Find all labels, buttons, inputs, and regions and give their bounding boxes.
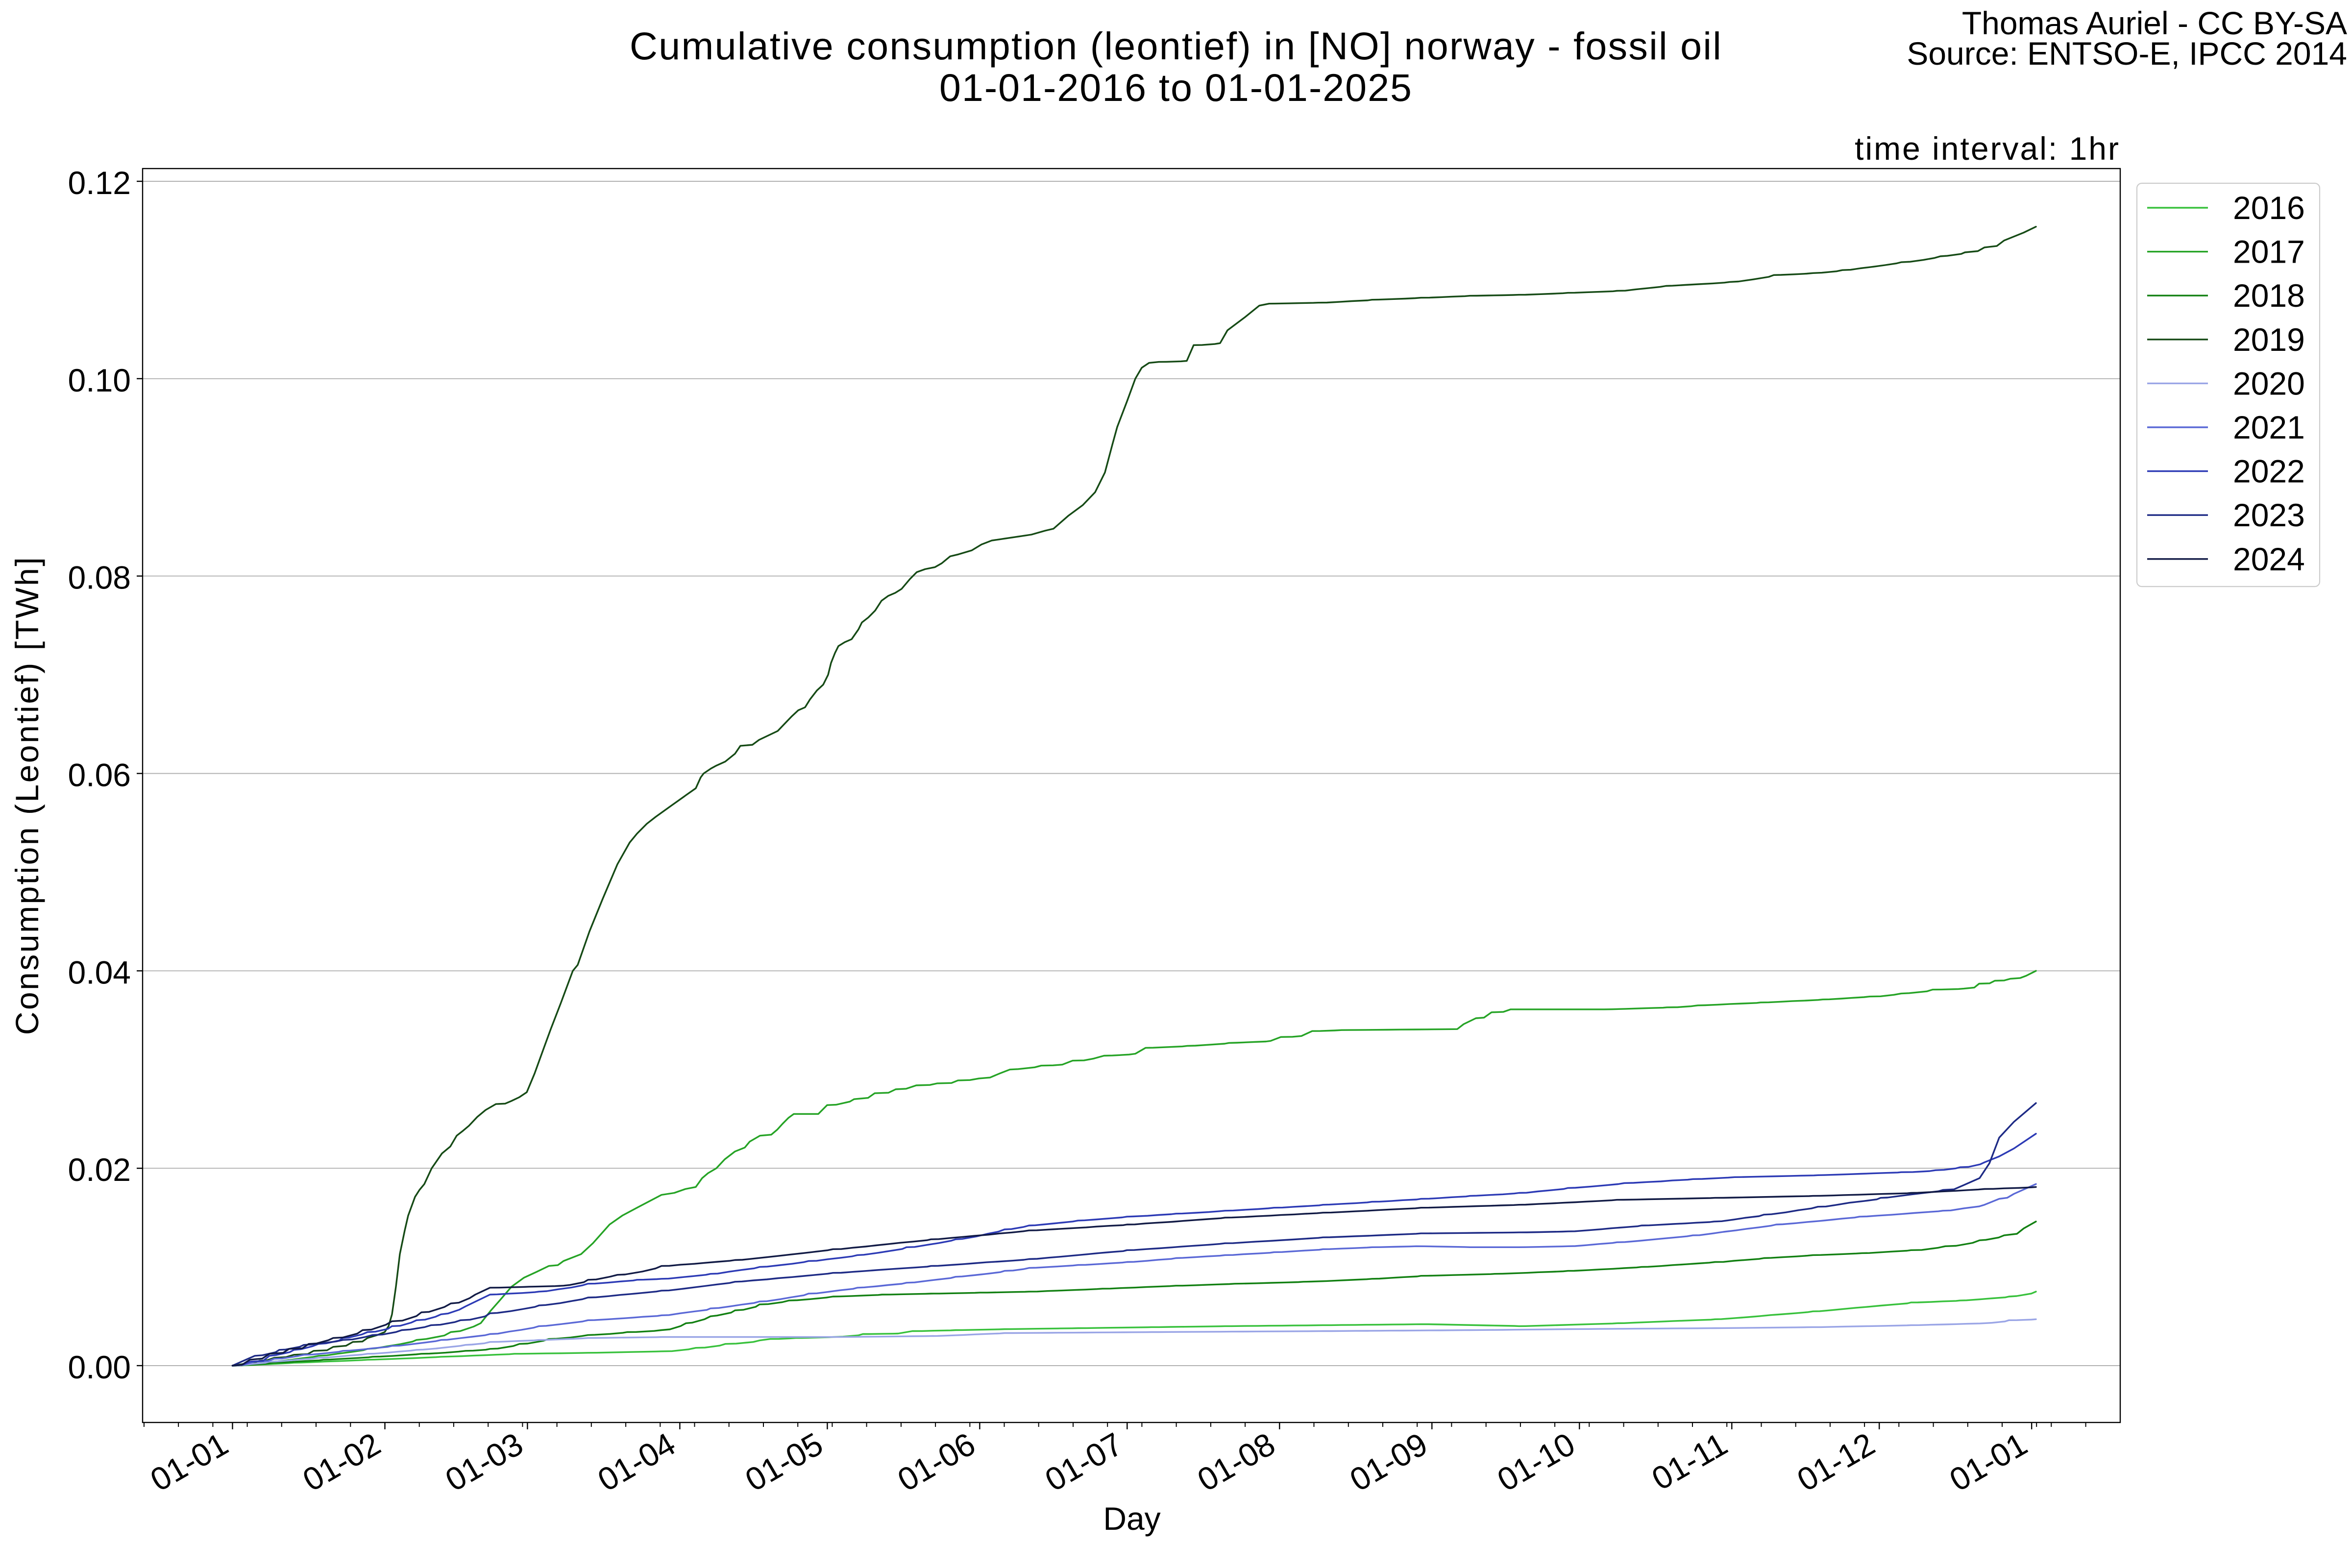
svg-text:0.08: 0.08 xyxy=(68,560,131,596)
svg-text:Source: ENTSO-E, IPCC 2014: Source: ENTSO-E, IPCC 2014 xyxy=(1907,35,2347,72)
svg-text:0.00: 0.00 xyxy=(68,1349,131,1385)
svg-text:0.12: 0.12 xyxy=(68,165,131,201)
svg-text:2017: 2017 xyxy=(2233,234,2305,270)
svg-text:2019: 2019 xyxy=(2233,321,2305,358)
svg-text:2022: 2022 xyxy=(2233,453,2305,490)
svg-text:01-01-2016 to 01-01-2025: 01-01-2016 to 01-01-2025 xyxy=(939,66,1413,109)
svg-text:2024: 2024 xyxy=(2233,541,2305,577)
svg-text:Day: Day xyxy=(1103,1500,1160,1537)
svg-text:0.04: 0.04 xyxy=(68,954,131,990)
svg-text:2016: 2016 xyxy=(2233,190,2305,226)
svg-text:2023: 2023 xyxy=(2233,497,2305,533)
svg-text:Consumption (Leontief) [TWh]: Consumption (Leontief) [TWh] xyxy=(9,556,45,1035)
svg-text:time interval: 1hr: time interval: 1hr xyxy=(1855,130,2120,167)
svg-text:0.10: 0.10 xyxy=(68,362,131,398)
svg-text:Cumulative consumption (leonti: Cumulative consumption (leontief) in [NO… xyxy=(630,24,1722,68)
svg-text:2020: 2020 xyxy=(2233,365,2305,401)
svg-text:0.06: 0.06 xyxy=(68,757,131,793)
svg-text:2021: 2021 xyxy=(2233,409,2305,445)
svg-text:0.02: 0.02 xyxy=(68,1152,131,1188)
svg-text:2018: 2018 xyxy=(2233,277,2305,314)
svg-text:Thomas Auriel - CC BY-SA: Thomas Auriel - CC BY-SA xyxy=(1962,5,2347,41)
